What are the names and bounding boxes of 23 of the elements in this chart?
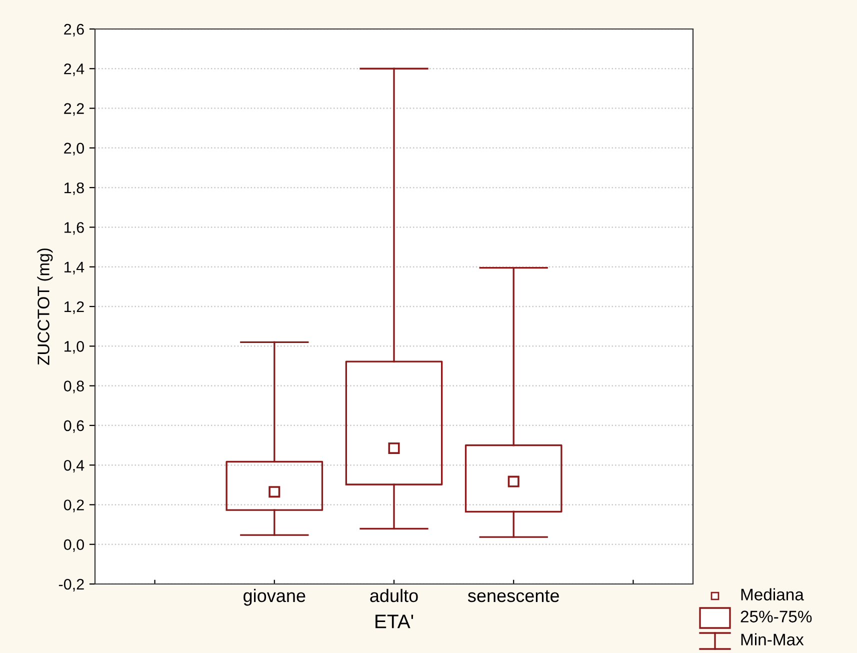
y-tick-label: 2,2 (64, 103, 84, 116)
y-axis-title: ZUCCTOT (mg) (37, 248, 53, 365)
x-tick-label: adulto (370, 588, 418, 602)
y-tick-label: 0,6 (64, 420, 84, 433)
y-tick-label: -0,2 (58, 578, 84, 592)
y-tick-label: 0,4 (64, 460, 84, 473)
y-tick-label: 1,4 (64, 262, 84, 274)
y-tick-label: 0,0 (64, 539, 84, 552)
y-tick-label: 2,4 (64, 64, 84, 76)
y-tick-label: 2,6 (64, 24, 84, 36)
text: Min-Max (741, 633, 804, 646)
y-tick-label: 0,2 (64, 500, 84, 512)
y-tick-label: 1,8 (64, 182, 84, 196)
y-tick-label: 2,0 (64, 142, 84, 156)
text: 25%-75% (740, 610, 812, 622)
y-tick-label: 1,2 (64, 301, 84, 314)
x-axis-title: ETA' (376, 614, 414, 628)
y-tick-label: 0,8 (64, 380, 84, 394)
y-tick-label: 1,0 (64, 341, 84, 354)
x-tick-label: senescente (468, 590, 559, 602)
y-tick-label: 1,6 (64, 222, 84, 235)
text: Mediana (741, 588, 804, 600)
x-tick-label: giovane (244, 588, 306, 606)
